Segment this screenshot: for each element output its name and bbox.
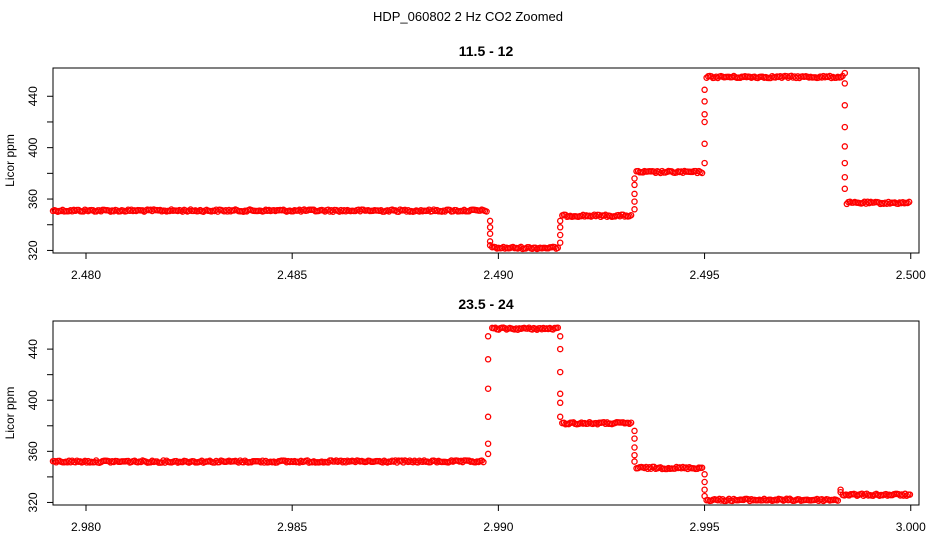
- data-point: [701, 98, 708, 105]
- data-point: [556, 239, 564, 246]
- data-point: [631, 435, 638, 442]
- data-point: [834, 497, 842, 504]
- data-point: [905, 198, 913, 206]
- data-point: [631, 206, 638, 213]
- y-tick-label: 400: [26, 137, 40, 157]
- data-point: [483, 208, 490, 215]
- data-point: [701, 111, 708, 118]
- data-point: [631, 181, 638, 189]
- chart-title: 11.5 - 12: [459, 43, 514, 59]
- data-point: [556, 231, 564, 239]
- data-point: [631, 175, 638, 182]
- data-point: [841, 143, 849, 150]
- data-point: [484, 450, 492, 458]
- data-point: [698, 169, 706, 177]
- figure-title: HDP_060802 2 Hz CO2 Zoomed: [372, 9, 564, 24]
- x-tick-label: 3.000: [896, 520, 926, 534]
- y-axis-label: Licor ppm: [3, 387, 17, 440]
- data-point: [701, 86, 708, 94]
- data-point: [701, 159, 708, 167]
- data-point: [701, 118, 708, 126]
- data-point: [631, 427, 638, 435]
- y-tick-label: 440: [26, 339, 40, 359]
- data-point: [556, 390, 564, 398]
- x-tick-label: 2.490: [483, 268, 513, 282]
- data-point: [841, 69, 849, 77]
- x-tick-label: 2.500: [896, 268, 926, 282]
- y-axis-label: Licor ppm: [3, 134, 17, 187]
- y-tick-label: 400: [26, 390, 40, 410]
- x-tick-label: 2.995: [690, 520, 720, 534]
- y-tick-label: 320: [26, 492, 40, 512]
- data-point: [631, 451, 638, 459]
- chart-title: 23.5 - 24: [458, 296, 513, 312]
- data-series: [49, 324, 914, 505]
- data-point: [484, 333, 492, 340]
- x-tick-label: 2.985: [277, 520, 307, 534]
- plot-frame: [52, 67, 920, 254]
- y-tick-label: 360: [26, 189, 40, 209]
- data-point: [556, 224, 564, 231]
- data-point: [556, 399, 564, 407]
- data-point: [906, 491, 914, 498]
- y-tick-label: 320: [26, 240, 40, 260]
- data-point: [551, 243, 558, 251]
- data-point: [701, 471, 708, 478]
- data-point: [631, 444, 638, 451]
- data-point: [484, 413, 492, 421]
- data-point: [837, 488, 844, 496]
- data-point: [841, 185, 849, 193]
- data-point: [484, 356, 492, 363]
- data-point: [841, 173, 849, 181]
- data-point: [486, 217, 494, 225]
- data-point: [837, 486, 844, 493]
- data-point: [631, 198, 638, 205]
- data-point: [627, 419, 635, 426]
- data-point: [556, 333, 564, 340]
- x-tick-label: 2.485: [277, 268, 307, 282]
- data-point: [556, 368, 564, 376]
- data-point: [480, 458, 487, 466]
- data-point: [556, 345, 564, 353]
- data-point: [556, 413, 564, 421]
- data-point: [627, 211, 635, 219]
- x-tick-label: 2.990: [483, 520, 513, 534]
- chart-panel-2: 23.5 - 24 2.980 2.985 2.990 2.995 3.000 320 360…: [3, 296, 926, 534]
- data-point: [701, 140, 708, 148]
- x-tick-label: 2.480: [71, 268, 101, 282]
- x-tick-label: 2.980: [71, 520, 101, 534]
- data-point: [486, 230, 494, 237]
- data-point: [841, 80, 849, 87]
- data-point: [554, 324, 562, 331]
- plot-frame: [52, 320, 920, 506]
- data-point: [701, 478, 708, 486]
- data-point: [701, 486, 708, 493]
- data-point: [631, 190, 638, 198]
- y-tick-label: 360: [26, 441, 40, 461]
- data-series: [49, 69, 913, 253]
- chart-panel-1: 11.5 - 12 2.480 2.485 2.490 2.495 2.500 320 360…: [3, 43, 926, 282]
- data-point: [484, 385, 492, 392]
- data-point: [478, 457, 486, 464]
- data-point: [556, 217, 564, 225]
- data-point: [486, 238, 494, 245]
- data-point: [841, 123, 849, 131]
- data-point: [841, 159, 849, 167]
- y-tick-label: 440: [26, 86, 40, 106]
- data-point: [631, 458, 638, 465]
- data-point: [484, 440, 492, 447]
- x-tick-label: 2.495: [690, 268, 720, 282]
- data-point: [486, 224, 494, 231]
- data-point: [698, 464, 706, 471]
- data-point: [486, 242, 494, 249]
- data-point: [701, 492, 708, 500]
- data-point: [841, 102, 849, 109]
- data-point: [554, 244, 562, 252]
